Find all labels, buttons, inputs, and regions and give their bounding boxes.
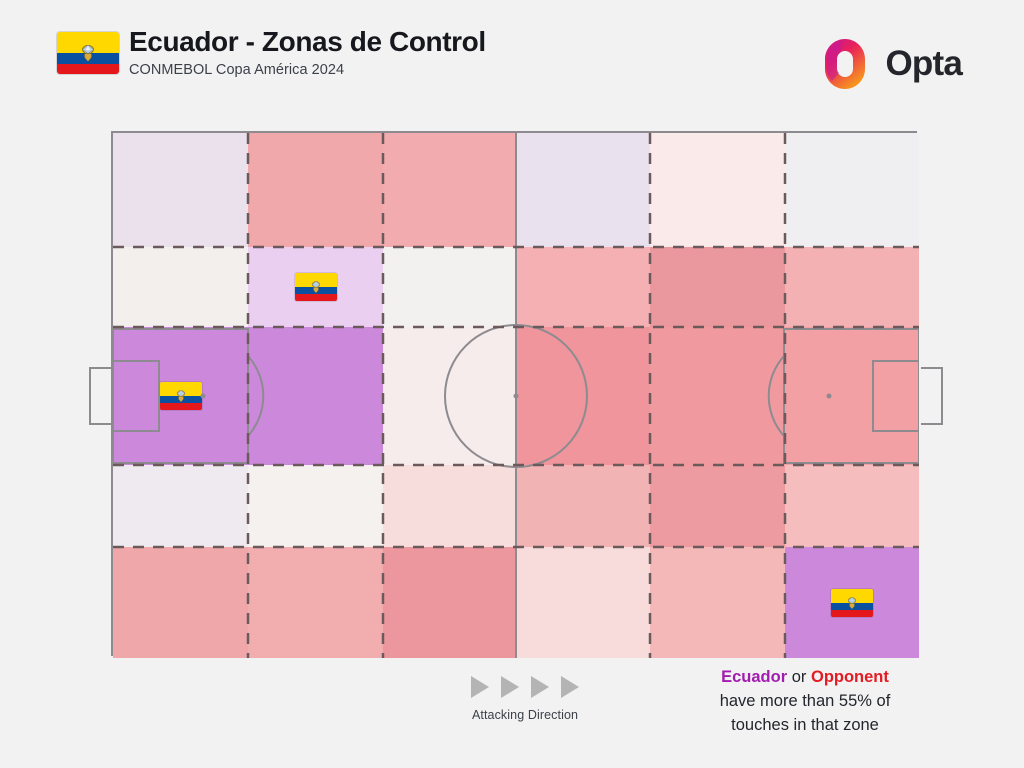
title-block: Ecuador - Zonas de Control CONMEBOL Copa… — [129, 26, 486, 78]
zone-cell — [383, 465, 516, 547]
zone-cell — [785, 133, 919, 247]
page-subtitle: CONMEBOL Copa América 2024 — [129, 62, 345, 79]
zone-cell — [248, 465, 383, 547]
attacking-direction-arrows — [455, 676, 595, 698]
zone-team-flag-icon — [159, 382, 202, 410]
flag-stripe-red — [159, 403, 202, 410]
zone-cell — [785, 327, 919, 465]
coat-of-arms-icon — [311, 281, 320, 294]
zone-cell — [248, 327, 383, 465]
zone-cell — [785, 465, 919, 547]
zone-team-flag-icon — [294, 273, 337, 301]
legend-line-1: Ecuador or Opponent — [660, 666, 950, 690]
pitch-heatmap — [89, 131, 943, 658]
coat-of-arms-icon — [847, 596, 857, 609]
zone-cell — [516, 465, 650, 547]
goal-left — [89, 367, 111, 425]
flag-stripe-red — [294, 294, 337, 301]
flag-stripe-red — [57, 63, 119, 74]
opta-logo-icon — [825, 39, 866, 89]
zone-cell — [383, 133, 516, 247]
header: Ecuador - Zonas de Control CONMEBOL Copa… — [0, 0, 1024, 118]
zone-cell — [516, 327, 650, 465]
coat-of-arms-icon — [176, 390, 185, 403]
goal-right — [921, 367, 943, 425]
legend-line-2: have more than 55% of — [719, 691, 891, 710]
zone-team-flag-icon — [831, 588, 873, 617]
direction-arrow-icon — [561, 676, 579, 698]
flag-stripe-yellow — [294, 273, 337, 287]
zone-cell — [516, 133, 650, 247]
ecuador-flag-icon — [57, 32, 119, 74]
attacking-direction-block: Attacking Direction — [455, 676, 595, 722]
zone-cell — [650, 133, 785, 247]
legend-team-label: Ecuador — [721, 668, 788, 686]
coat-of-arms-icon — [82, 44, 94, 62]
zone-cell — [516, 247, 650, 327]
flag-stripe-yellow — [57, 32, 119, 53]
legend-line-3: touches in that zone — [731, 715, 879, 734]
flag-stripe-red — [831, 609, 873, 617]
flag-stripe-yellow — [831, 588, 873, 603]
page-title: Ecuador - Zonas de Control — [129, 26, 486, 57]
zone-cell — [248, 133, 383, 247]
direction-arrow-icon — [531, 676, 549, 698]
attacking-direction-label: Attacking Direction — [471, 708, 579, 722]
zone-cell — [516, 547, 650, 658]
opta-wordmark: Opta — [885, 44, 962, 83]
legend: Ecuador or Opponent have more than 55% o… — [660, 666, 950, 738]
opta-branding: Opta — [818, 37, 963, 91]
zone-cell — [650, 547, 785, 658]
zone-cell — [383, 327, 516, 465]
zone-cell — [383, 547, 516, 658]
zone-cell — [113, 547, 248, 658]
zone-cell — [113, 133, 248, 247]
direction-arrow-icon — [501, 676, 519, 698]
legend-opponent-label: Opponent — [810, 668, 889, 686]
zone-cell — [650, 327, 785, 465]
zone-cell — [248, 547, 383, 658]
zone-cell — [785, 247, 919, 327]
zone-cell — [113, 465, 248, 547]
zone-cell — [383, 247, 516, 327]
zone-cell — [113, 247, 248, 327]
zone-cell — [650, 465, 785, 547]
zone-cell — [650, 247, 785, 327]
direction-arrow-icon — [471, 676, 489, 698]
legend-conjunction: or — [787, 668, 811, 686]
